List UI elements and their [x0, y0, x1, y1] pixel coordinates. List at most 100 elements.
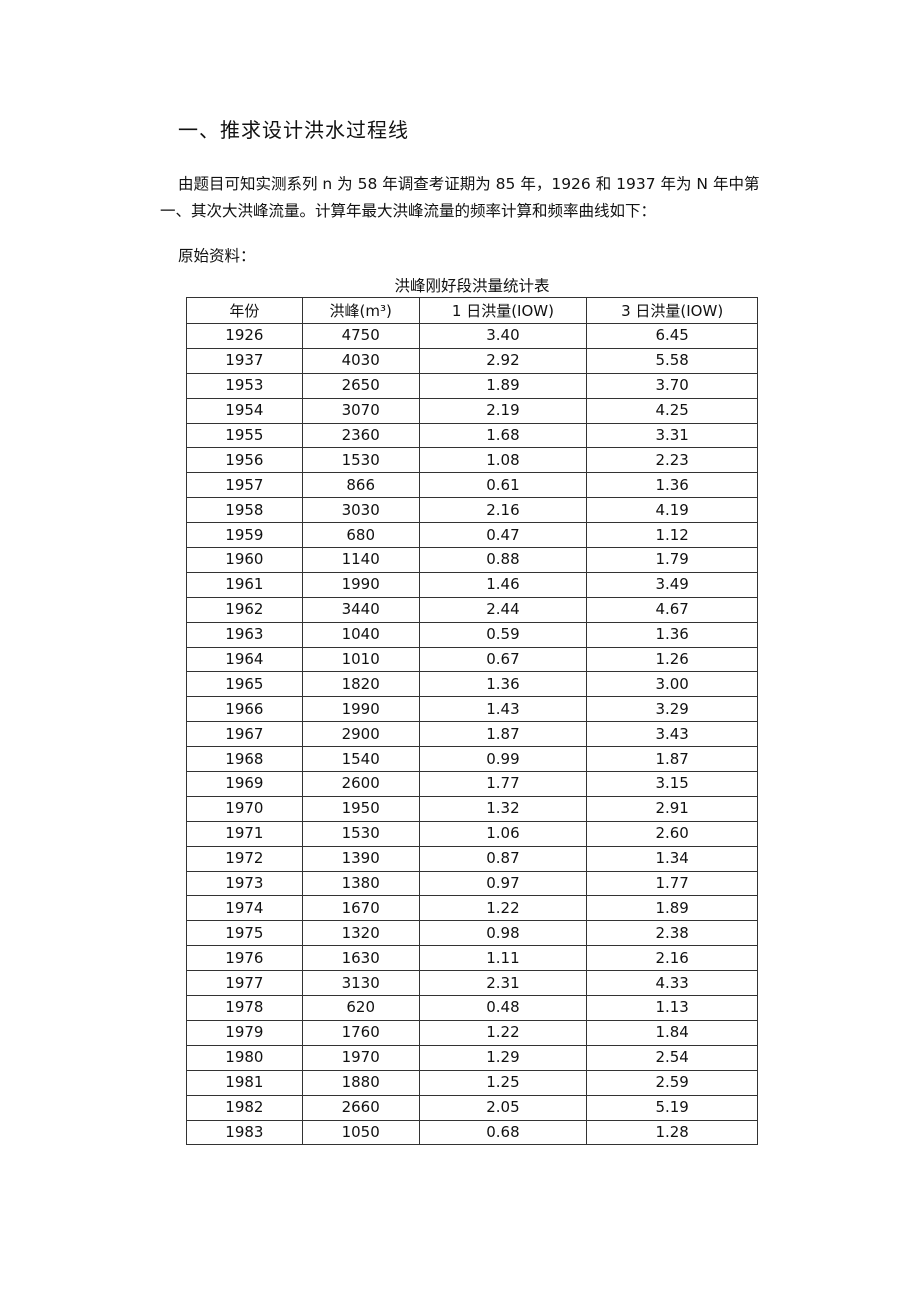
cell-peak: 2360 — [301, 422, 420, 449]
cell-3day-volume: 3.43 — [586, 721, 758, 748]
table-row: 1953 2650 1.89 3.70 — [186, 372, 758, 399]
cell-peak: 1990 — [301, 696, 420, 723]
cell-3day-volume: 5.19 — [586, 1094, 758, 1121]
table-row: 1970 1950 1.32 2.91 — [186, 795, 758, 822]
cell-3day-volume: 5.58 — [586, 347, 758, 374]
cell-year: 1937 — [186, 347, 303, 374]
cell-1day-volume: 0.68 — [418, 1119, 588, 1146]
table-row: 1959 680 0.47 1.12 — [186, 522, 758, 549]
cell-3day-volume: 1.36 — [586, 621, 758, 648]
cell-year: 1980 — [186, 1044, 303, 1071]
cell-3day-volume: 1.89 — [586, 895, 758, 922]
table-row: 1975 1320 0.98 2.38 — [186, 920, 758, 947]
cell-1day-volume: 1.77 — [418, 771, 588, 797]
table-row: 1964 1010 0.67 1.26 — [186, 646, 758, 673]
table-row: 1981 1880 1.25 2.59 — [186, 1069, 758, 1096]
cell-1day-volume: 0.48 — [418, 995, 588, 1021]
cell-1day-volume: 1.32 — [418, 795, 588, 822]
cell-1day-volume: 1.89 — [418, 372, 588, 399]
table-caption: 洪峰刚好段洪量统计表 — [394, 277, 550, 295]
table-row: 1955 2360 1.68 3.31 — [186, 422, 758, 449]
cell-year: 1977 — [186, 970, 303, 997]
cell-peak: 620 — [301, 995, 420, 1021]
cell-year: 1926 — [186, 323, 303, 349]
cell-1day-volume: 1.68 — [418, 422, 588, 449]
cell-peak: 1390 — [301, 845, 420, 872]
table-row: 1978 620 0.48 1.13 — [186, 995, 758, 1021]
cell-peak: 1540 — [301, 746, 420, 773]
table-row: 1957 866 0.61 1.36 — [186, 472, 758, 499]
table-row: 1980 1970 1.29 2.54 — [186, 1044, 758, 1071]
cell-1day-volume: 0.67 — [418, 646, 588, 673]
cell-peak: 3070 — [301, 397, 420, 424]
cell-year: 1966 — [186, 696, 303, 723]
cell-year: 1969 — [186, 771, 303, 797]
cell-1day-volume: 1.36 — [418, 671, 588, 698]
cell-year: 1957 — [186, 472, 303, 499]
header-year: 年份 — [186, 297, 303, 324]
cell-1day-volume: 0.87 — [418, 845, 588, 872]
cell-3day-volume: 2.91 — [586, 795, 758, 822]
table-row: 1973 1380 0.97 1.77 — [186, 870, 758, 897]
table-row: 1974 1670 1.22 1.89 — [186, 895, 758, 922]
cell-year: 1983 — [186, 1119, 303, 1146]
cell-1day-volume: 2.92 — [418, 347, 588, 374]
cell-peak: 1990 — [301, 571, 420, 598]
cell-1day-volume: 0.98 — [418, 920, 588, 947]
cell-peak: 1530 — [301, 820, 420, 847]
cell-1day-volume: 0.88 — [418, 547, 588, 573]
cell-year: 1970 — [186, 795, 303, 822]
table-row: 1979 1760 1.22 1.84 — [186, 1019, 758, 1046]
cell-3day-volume: 3.49 — [586, 571, 758, 598]
cell-1day-volume: 1.06 — [418, 820, 588, 847]
cell-year: 1964 — [186, 646, 303, 673]
table-row: 1962 3440 2.44 4.67 — [186, 596, 758, 623]
cell-year: 1958 — [186, 497, 303, 524]
cell-3day-volume: 2.38 — [586, 920, 758, 947]
cell-year: 1972 — [186, 845, 303, 872]
table-row: 1976 1630 1.11 2.16 — [186, 945, 758, 972]
cell-peak: 2900 — [301, 721, 420, 748]
cell-peak: 1950 — [301, 795, 420, 822]
cell-year: 1975 — [186, 920, 303, 947]
cell-year: 1971 — [186, 820, 303, 847]
cell-3day-volume: 4.19 — [586, 497, 758, 524]
cell-3day-volume: 3.29 — [586, 696, 758, 723]
cell-year: 1968 — [186, 746, 303, 773]
cell-year: 1982 — [186, 1094, 303, 1121]
cell-1day-volume: 1.08 — [418, 447, 588, 474]
cell-peak: 1140 — [301, 547, 420, 573]
paragraph-line-1: 由题目可知实测系列 n 为 58 年调查考证期为 85 年，1926 和 193… — [178, 175, 760, 193]
cell-1day-volume: 1.22 — [418, 1019, 588, 1046]
cell-3day-volume: 4.33 — [586, 970, 758, 997]
table-row: 1954 3070 2.19 4.25 — [186, 397, 758, 424]
table-row: 1972 1390 0.87 1.34 — [186, 845, 758, 872]
header-3day-volume: 3 日洪量(IOW) — [586, 297, 758, 324]
cell-3day-volume: 2.60 — [586, 820, 758, 847]
cell-peak: 3440 — [301, 596, 420, 623]
cell-peak: 2660 — [301, 1094, 420, 1121]
cell-3day-volume: 1.13 — [586, 995, 758, 1021]
table-row: 1969 2600 1.77 3.15 — [186, 771, 758, 797]
cell-1day-volume: 1.11 — [418, 945, 588, 972]
cell-3day-volume: 3.31 — [586, 422, 758, 449]
cell-1day-volume: 1.43 — [418, 696, 588, 723]
cell-1day-volume: 1.22 — [418, 895, 588, 922]
cell-1day-volume: 0.99 — [418, 746, 588, 773]
cell-1day-volume: 0.47 — [418, 522, 588, 549]
cell-3day-volume: 1.77 — [586, 870, 758, 897]
table-row: 1963 1040 0.59 1.36 — [186, 621, 758, 648]
table-row: 1968 1540 0.99 1.87 — [186, 746, 758, 773]
cell-3day-volume: 2.54 — [586, 1044, 758, 1071]
cell-3day-volume: 1.36 — [586, 472, 758, 499]
table-header-row: 年份 洪峰(m³) 1 日洪量(IOW) 3 日洪量(IOW) — [186, 297, 758, 324]
cell-peak: 1630 — [301, 945, 420, 972]
cell-peak: 3130 — [301, 970, 420, 997]
table-row: 1937 4030 2.92 5.58 — [186, 347, 758, 374]
cell-3day-volume: 6.45 — [586, 323, 758, 349]
table-row: 1967 2900 1.87 3.43 — [186, 721, 758, 748]
cell-3day-volume: 2.23 — [586, 447, 758, 474]
table-row: 1977 3130 2.31 4.33 — [186, 970, 758, 997]
cell-peak: 4750 — [301, 323, 420, 349]
table-row: 1961 1990 1.46 3.49 — [186, 571, 758, 598]
